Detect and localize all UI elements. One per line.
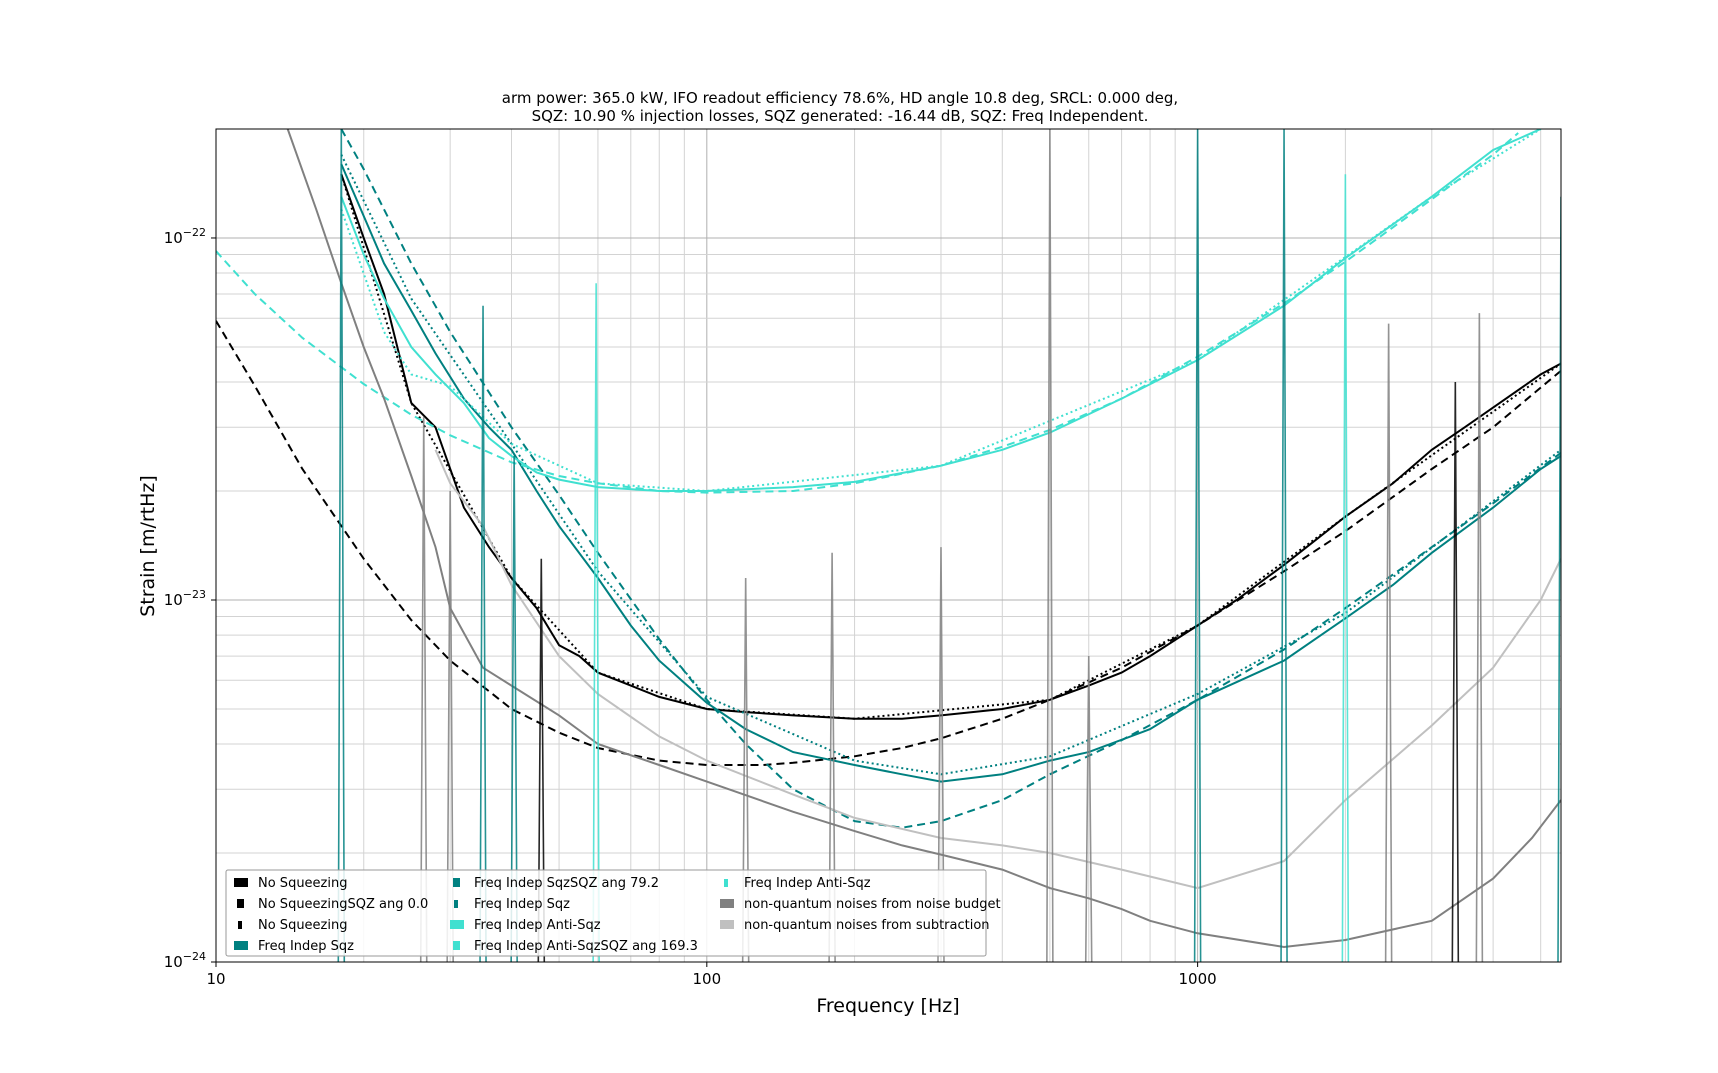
series-line-9 — [286, 129, 1561, 949]
legend-swatch — [724, 879, 728, 887]
spectral-peak-13 — [1280, 129, 1288, 962]
legend-label: non-quantum noises from noise budget — [744, 897, 1001, 912]
legend: No Squeezing No SqueezingSQZ ang 0.0 No Sq… — [225, 869, 1001, 957]
series-line-1 — [216, 320, 1561, 766]
legend-label: No SqueezingSQZ ang 0.0 — [258, 897, 428, 912]
y-axis-label: Strain [m/rtHz] — [137, 475, 159, 617]
x-axis-label: Frequency [Hz] — [816, 995, 959, 1017]
spectral-peak-8 — [828, 552, 836, 962]
y-tick-label: 10−24 — [164, 950, 206, 971]
spectral-peak-6 — [592, 283, 600, 962]
series-line-8 — [340, 129, 1542, 493]
legend-swatch — [238, 921, 242, 929]
spectral-peak-0 — [337, 129, 346, 962]
plot-frame — [215, 128, 1562, 963]
spectral-peak-12 — [1193, 129, 1202, 962]
chart-title-line-2: SQZ: 10.90 % injection losses, SQZ gener… — [532, 107, 1149, 125]
spectral-peak-11 — [1084, 656, 1093, 962]
plot-area — [216, 129, 1561, 962]
tick-labels: 10 100 1000 10−24 10−23 10−22 — [164, 226, 1217, 988]
series-line-2 — [340, 173, 1561, 720]
legend-label: Freq Indep SqzSQZ ang 79.2 — [474, 876, 659, 891]
legend-label: Freq Indep Anti-Sqz — [474, 918, 601, 933]
spectral-peak-9 — [937, 547, 945, 962]
legend-label: Freq Indep Sqz — [474, 897, 570, 912]
legend-label: Freq Indep Anti-Sqz — [744, 876, 871, 891]
legend-label: Freq Indep Anti-SqzSQZ ang 169.3 — [474, 939, 698, 954]
series-layer — [216, 129, 1561, 962]
legend-label: non-quantum noises from subtraction — [744, 918, 990, 933]
legend-label: Freq Indep Sqz — [258, 939, 354, 954]
legend-swatch — [453, 878, 460, 887]
spectral-peak-1 — [419, 417, 428, 962]
legend-swatch — [453, 941, 460, 950]
spectral-peak-4 — [510, 455, 518, 962]
x-tick-label: 1000 — [1179, 970, 1217, 988]
spectral-peak-17 — [1475, 313, 1484, 962]
spectral-peak-14 — [1341, 174, 1350, 962]
grid — [216, 128, 1561, 962]
legend-swatch — [234, 941, 248, 950]
spectral-peak-2 — [446, 491, 454, 962]
series-line-4 — [340, 129, 1561, 829]
legend-swatch — [454, 900, 458, 908]
series-line-3 — [340, 163, 1561, 783]
legend-swatch — [720, 899, 734, 908]
spectral-peak-18 — [1557, 196, 1561, 962]
legend-swatch — [234, 878, 248, 887]
series-line-7 — [216, 132, 1519, 494]
chart-title-line-1: arm power: 365.0 kW, IFO readout efficie… — [502, 89, 1178, 107]
spectral-peak-7 — [741, 578, 750, 962]
legend-label: No Squeezing — [258, 876, 347, 891]
y-tick-label: 10−22 — [164, 226, 206, 247]
legend-swatch — [450, 920, 464, 929]
y-tick-label: 10−23 — [164, 588, 206, 609]
legend-swatch — [237, 899, 244, 908]
spectral-peak-16 — [1451, 382, 1460, 962]
spectral-peak-3 — [479, 305, 487, 962]
legend-swatch — [720, 920, 734, 929]
spectral-peak-15 — [1384, 323, 1393, 962]
legend-box — [225, 869, 987, 957]
spectral-peak-5 — [537, 558, 546, 962]
legend-label: No Squeezing — [258, 918, 347, 933]
series-line-10 — [434, 449, 1561, 890]
x-tick-label: 10 — [206, 970, 225, 988]
x-tick-label: 100 — [692, 970, 721, 988]
spectral-peak-10 — [1046, 129, 1054, 962]
